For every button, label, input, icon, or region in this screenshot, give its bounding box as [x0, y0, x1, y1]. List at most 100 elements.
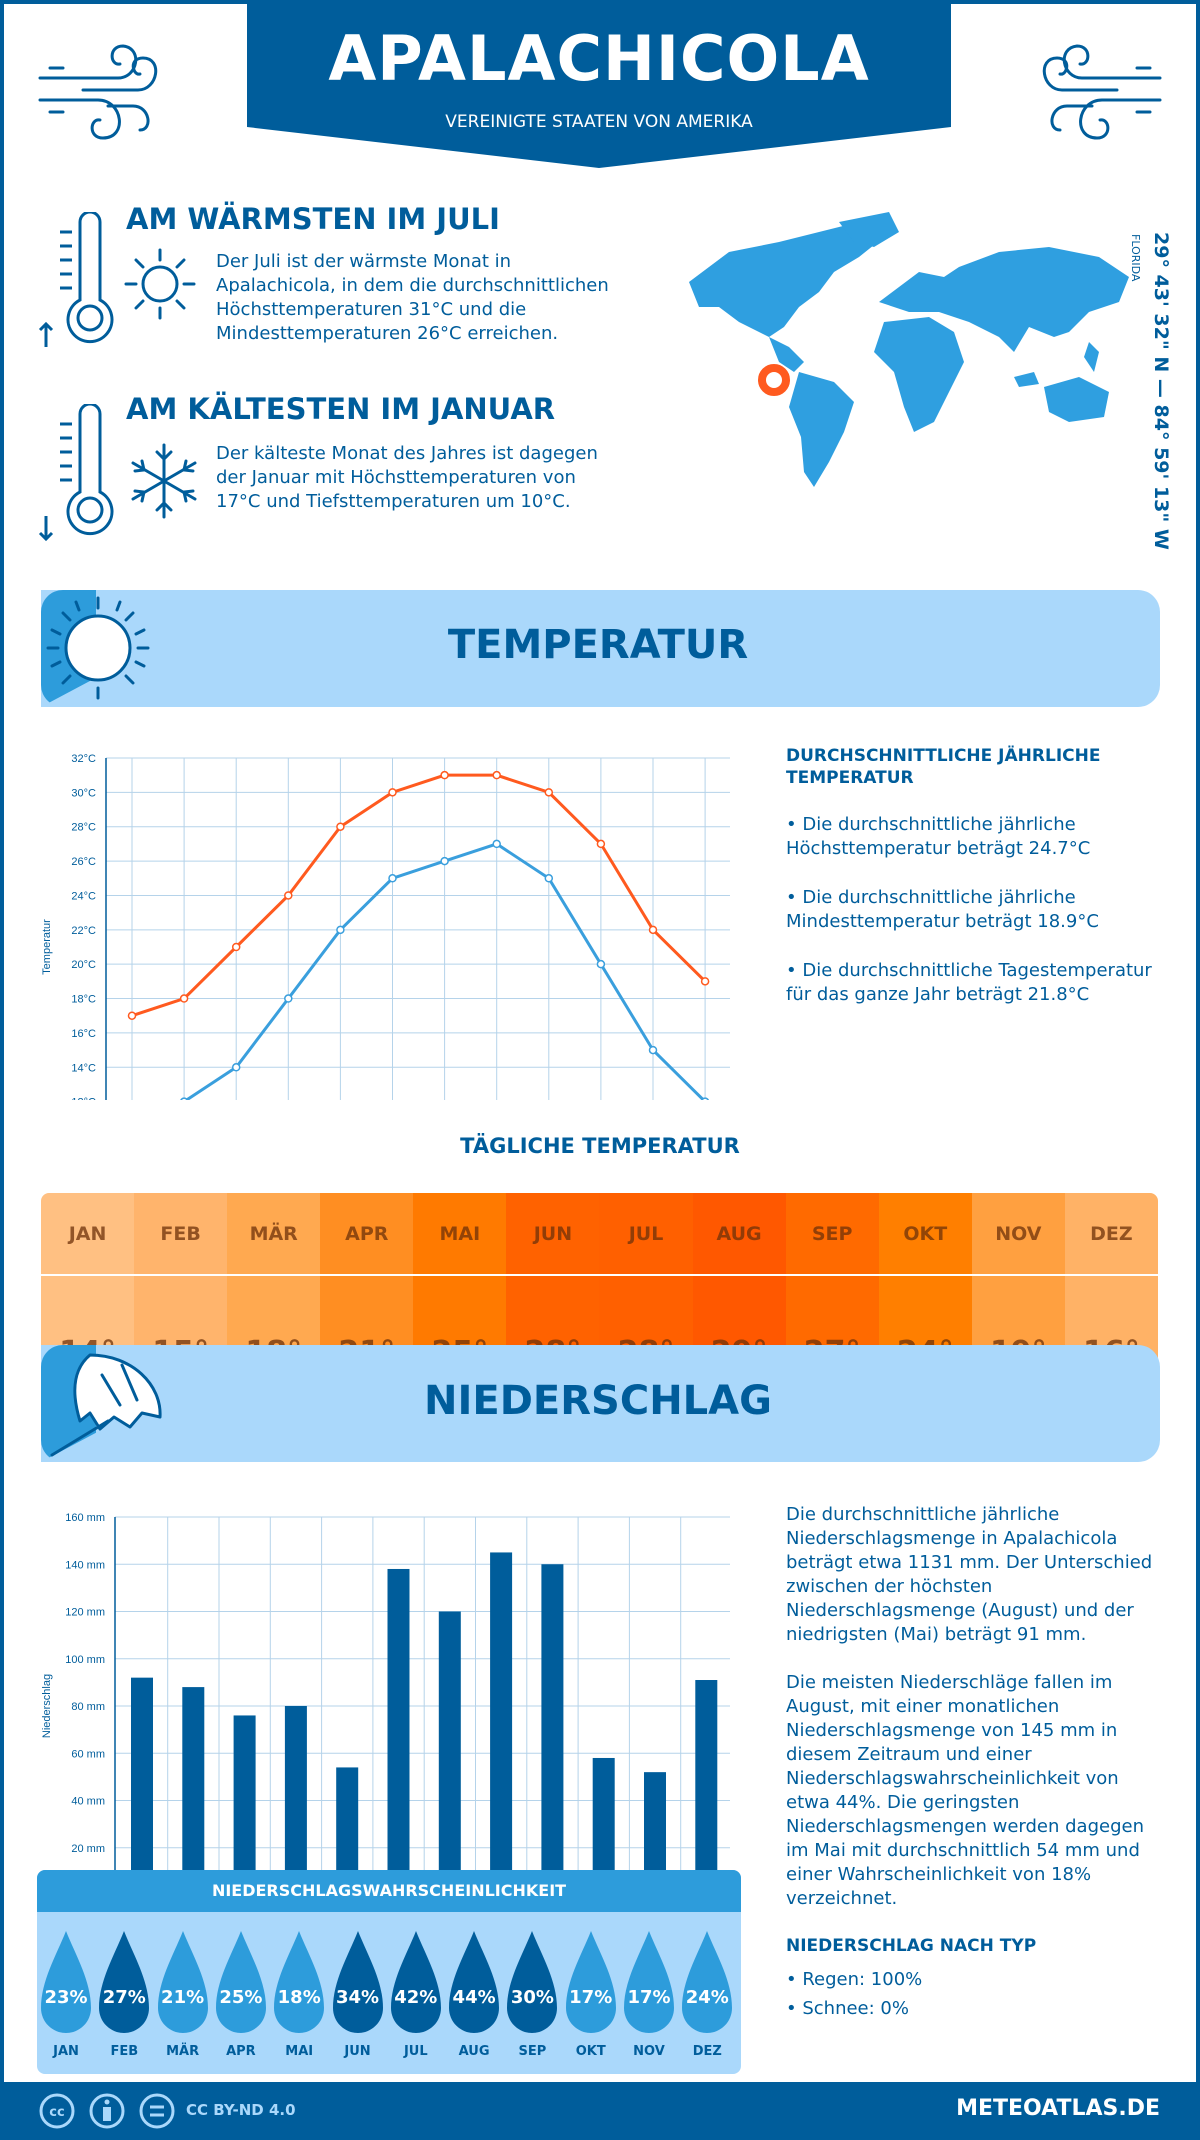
daily-month: DEZ: [1064, 1193, 1158, 1276]
precipitation-title: NIEDERSCHLAG: [424, 1378, 772, 1424]
y-tick-label: 100 mm: [65, 1654, 105, 1666]
probability-value: 24%: [685, 1987, 729, 2008]
license-text[interactable]: CC BY-ND 4.0: [186, 2101, 296, 2119]
precipitation-bar: [284, 1706, 307, 1870]
raindrop-icon: [507, 1931, 558, 2033]
data-point: [388, 788, 397, 797]
raindrop-icon: [682, 1931, 733, 2033]
text-line: • Die durchschnittliche Tagestemperatur: [786, 960, 1152, 981]
precipitation-bar: [131, 1677, 153, 1870]
umbrella-rain-icon: [50, 1353, 162, 1457]
y-tick-label: 16°C: [71, 1028, 96, 1040]
raindrop-icon: [332, 1931, 383, 2033]
wind-icon: [1042, 44, 1162, 140]
precipitation-bar: [490, 1552, 513, 1870]
daily-month: OKT: [878, 1193, 972, 1276]
raindrop-icon: [449, 1931, 500, 2033]
text-line: verzeichnet.: [786, 1888, 898, 1909]
y-tick-label: 26°C: [71, 856, 96, 868]
probability-value: 17%: [627, 1987, 671, 2008]
daily-month: JUN: [506, 1193, 600, 1276]
site-link[interactable]: METEOATLAS.DE: [956, 2096, 1160, 2121]
data-point: [492, 770, 501, 780]
y-tick-label: 14°C: [71, 1062, 96, 1074]
precipitation-section-bar: [41, 1345, 1160, 1462]
thermometer-down-icon: [38, 404, 114, 542]
precip-type-heading: NIEDERSCHLAG NACH TYP: [786, 1936, 1037, 1956]
text-line: • Die durchschnittliche jährliche: [786, 814, 1076, 835]
text-line: August, mit einer monatlichen: [786, 1696, 1060, 1717]
y-tick-label: 160 mm: [65, 1512, 105, 1524]
data-point: [701, 1097, 710, 1100]
temperature-title: TEMPERATUR: [447, 622, 749, 668]
region-label: FLORIDA: [1129, 234, 1142, 282]
coldest-text: Der kälteste Monat des Jahres ist dagege…: [216, 442, 598, 514]
raindrop-icon: [157, 1931, 208, 2033]
data-point: [648, 925, 658, 935]
y-tick-label: 140 mm: [65, 1559, 105, 1571]
data-point: [336, 925, 345, 935]
text-line: Niederschlagsmenge in Apalachicola: [786, 1528, 1118, 1549]
temperature-chart: 10°C12°C14°C16°C18°C20°C22°C24°C26°C28°C…: [41, 753, 730, 1100]
probability-month: MÄR: [166, 2044, 200, 2059]
precipitation-bar: [336, 1767, 359, 1870]
probability-drop: 25%: [215, 1931, 266, 2033]
data-point: [127, 1011, 137, 1020]
heading-line: TEMPERATUR: [786, 768, 914, 788]
probability-value: 30%: [510, 1987, 554, 2008]
y-axis-label: Temperatur: [41, 919, 53, 975]
data-point: [492, 839, 501, 849]
y-tick-label: 18°C: [71, 994, 96, 1006]
probability-value: 23%: [44, 1987, 88, 2008]
sun-icon: [46, 596, 150, 700]
probability-month: MAI: [285, 2044, 314, 2059]
probability-value: 27%: [102, 1987, 146, 2008]
text-line: Höchsttemperatur beträgt 24.7°C: [786, 838, 1091, 859]
text-line: Mindesttemperaturen 26°C erreichen.: [216, 323, 559, 344]
data-point: [180, 1097, 189, 1100]
page-title: APALACHICOLA: [328, 22, 870, 95]
daily-month: MAI: [413, 1193, 507, 1276]
raindrop-icon: [215, 1931, 266, 2033]
series-line: [131, 773, 707, 1018]
precipitation-details: Die meisten Niederschläge fallen im Augus…: [786, 1671, 1156, 1911]
y-tick-label: 30°C: [71, 787, 96, 799]
text-line: Mindesttemperatur beträgt 18.9°C: [786, 911, 1099, 932]
data-point: [596, 959, 606, 969]
precipitation-bar: [695, 1680, 718, 1870]
precipitation-bar: [541, 1564, 564, 1870]
y-tick-label: 20°C: [71, 959, 96, 971]
text-line: etwa 44%. Die geringsten: [786, 1792, 1020, 1813]
data-point: [544, 874, 554, 883]
raindrop-icon: [99, 1931, 150, 2033]
probability-drop: 23%: [41, 1931, 91, 2033]
heading-line: DURCHSCHNITTLICHE JÄHRLICHE: [786, 746, 1101, 766]
world-map: [689, 212, 1129, 487]
daily-month: APR: [320, 1193, 414, 1276]
probability-drop: 44%: [449, 1931, 500, 2033]
thermometer-up-icon: [38, 212, 114, 347]
text-line: Höchsttemperaturen 31°C und die: [216, 299, 527, 320]
y-tick-label: 12°C: [71, 1097, 96, 1100]
probability-month: JUL: [403, 2044, 428, 2059]
text-line: im Mai mit durchschnittlich 54 mm und: [786, 1840, 1140, 1861]
probability-drop: 34%: [332, 1931, 383, 2033]
y-tick-label: 22°C: [71, 925, 96, 937]
snowflake-icon: [131, 443, 197, 519]
probability-value: 44%: [452, 1987, 496, 2008]
probability-drop: 24%: [682, 1931, 733, 2033]
text-line: der Januar mit Höchsttemperaturen von: [216, 467, 576, 488]
daily-month: NOV: [971, 1193, 1065, 1276]
data-point: [544, 788, 554, 797]
daily-temp-title: TÄGLICHE TEMPERATUR: [460, 1134, 740, 1158]
wind-icon: [38, 44, 158, 140]
series-line: [183, 842, 706, 1100]
probability-drop: 17%: [624, 1931, 674, 2033]
daily-month: AUG: [692, 1193, 786, 1276]
precipitation-bar: [644, 1772, 666, 1870]
y-tick-label: 28°C: [71, 822, 96, 834]
probability-month: AUG: [458, 2044, 490, 2059]
probability-value: 18%: [277, 1987, 321, 2008]
footer: cc CC BY-ND 4.0 METEOATLAS.DE: [0, 2082, 1200, 2140]
